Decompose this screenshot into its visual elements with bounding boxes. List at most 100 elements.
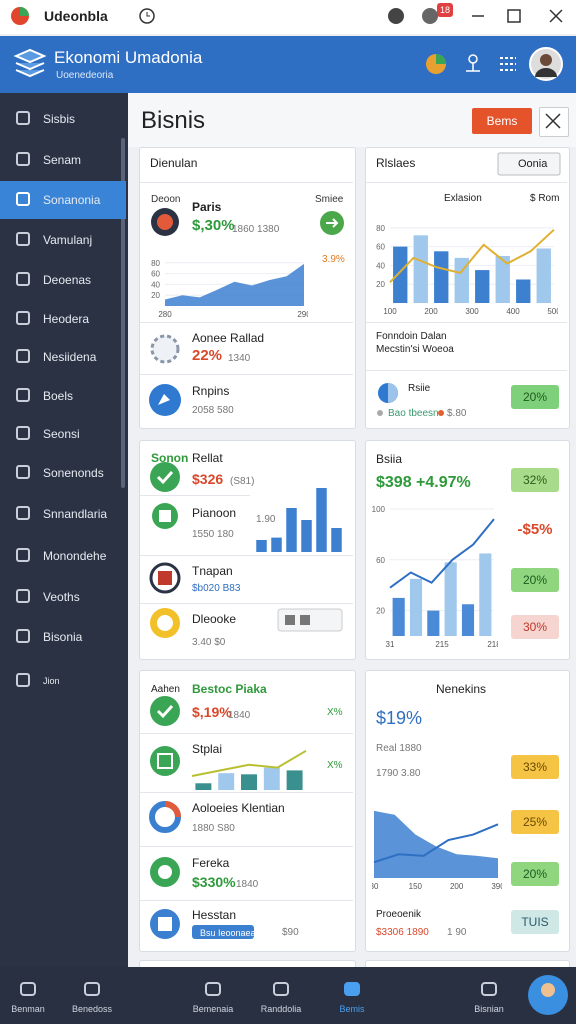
row-meta: 1840	[236, 879, 259, 890]
row-label: Deoon	[151, 194, 181, 205]
bar	[434, 251, 449, 303]
card-meta: 1790 3.80	[376, 768, 421, 779]
sidebar-item[interactable]: Seonsi	[43, 427, 80, 441]
sidebar-item[interactable]: Deoenas	[43, 273, 92, 287]
divider	[140, 900, 353, 901]
mini-chart: 30 150 200 390	[372, 810, 502, 891]
badge: 20%	[511, 568, 559, 592]
row-name: Aonee Rallad	[192, 331, 265, 345]
y-tick-label: 40	[376, 261, 385, 270]
bar	[413, 235, 428, 303]
mini-chart: 20 40 60 80 100 200 300 400 500	[376, 224, 558, 316]
bar	[454, 257, 469, 303]
sidebar-item[interactable]: Monondehe	[43, 549, 107, 563]
badge: 20%	[511, 862, 559, 886]
bar	[256, 540, 267, 552]
app-title: Ekonomi Umadonia	[54, 48, 203, 67]
sidebar-item[interactable]: Vamulanj	[43, 233, 93, 247]
row-name: Paris	[192, 200, 222, 214]
x-tick-label: 300	[465, 307, 479, 316]
bar	[461, 604, 475, 636]
app-header	[0, 36, 576, 93]
nav-item[interactable]: Benman	[11, 1004, 45, 1014]
sidebar-icon	[16, 629, 30, 643]
row-value: $3306 1890	[376, 927, 429, 938]
bar	[495, 256, 510, 303]
sidebar-icon	[16, 426, 30, 440]
sidebar-item[interactable]: Nesiidena	[43, 350, 97, 364]
bar	[393, 246, 408, 303]
x-tick-label: 100	[383, 307, 397, 316]
nav-icon	[481, 982, 497, 996]
row-value: $,30%	[192, 217, 235, 234]
mini-chart: 20 60 100 31 215 218	[372, 505, 498, 649]
row-meta: 1550 180	[192, 529, 234, 540]
card-title: Nenekins	[436, 682, 487, 696]
row-name: Bsiia	[376, 452, 403, 466]
row-meta: 1 90	[447, 927, 467, 938]
row-meta: 1880 S80	[192, 823, 235, 834]
bar	[301, 520, 312, 552]
sidebar-item[interactable]: Heodera	[43, 312, 90, 326]
bar	[536, 248, 551, 303]
divider	[140, 792, 353, 793]
divider	[366, 322, 567, 323]
area	[374, 810, 498, 878]
row-meta: 2058 580	[192, 405, 234, 416]
row-value: $398 +4.97%	[376, 474, 471, 491]
divider	[140, 733, 353, 734]
x-tick-label: 280	[158, 310, 172, 319]
nav-item[interactable]: Bisnian	[474, 1004, 504, 1014]
sidebar-item[interactable]: Snnandlaria	[43, 507, 108, 521]
sidebar-item[interactable]: Bisonia	[43, 630, 83, 644]
mini-chart	[191, 749, 307, 790]
sidebar-item[interactable]: Boels	[43, 389, 74, 403]
bar	[331, 528, 342, 552]
card-value: $19%	[376, 708, 423, 728]
sidebar-item[interactable]: Sisbis	[43, 112, 76, 126]
y-tick-label: 40	[151, 280, 160, 289]
badge: 20%	[511, 385, 559, 409]
row-name: Hesstan	[192, 908, 237, 922]
nav-item[interactable]: Bemenaia	[192, 1004, 234, 1014]
bar	[286, 770, 303, 790]
sidebar-item[interactable]: Sonanonia	[43, 193, 101, 207]
sidebar-item[interactable]: Sonenonds	[43, 466, 104, 480]
nav-icon	[20, 982, 36, 996]
line	[389, 518, 495, 589]
bar	[475, 270, 490, 303]
row-name: Fereka	[192, 856, 230, 870]
sidebar-item[interactable]: Senam	[43, 153, 82, 167]
title-bar	[0, 0, 576, 34]
card-button[interactable]: Oonia	[518, 158, 548, 170]
sidebar-item[interactable]: Veoths	[43, 590, 80, 604]
line	[191, 749, 307, 777]
row-value: $.80	[447, 408, 467, 419]
x-tick-label: 500	[547, 307, 558, 316]
sidebar-item[interactable]: Jion	[43, 676, 60, 686]
bar	[263, 767, 280, 790]
page-title: Bisnis	[141, 107, 206, 134]
bar	[427, 610, 440, 636]
nav-item[interactable]: Benedoss	[71, 1004, 113, 1014]
badge: 32%	[511, 468, 559, 492]
row-label: Sonon	[151, 451, 189, 465]
row-value: $330%	[192, 874, 236, 890]
nav-item[interactable]: Randdolia	[260, 1004, 302, 1014]
sidebar-active	[0, 181, 126, 219]
bar	[409, 578, 423, 636]
x-tick-label: 215	[435, 640, 449, 649]
sidebar	[0, 93, 128, 967]
nav-item[interactable]: Bemis	[339, 1004, 365, 1014]
bar	[195, 783, 212, 790]
y-tick-label: 60	[376, 556, 385, 565]
action-button[interactable]: Bems	[472, 108, 532, 134]
x-tick-label: 150	[409, 882, 423, 891]
row-name: Rnpins	[192, 384, 230, 398]
row-name: Stplai	[192, 742, 223, 756]
x-tick-label: 30	[372, 882, 379, 891]
sidebar-icon	[16, 311, 30, 325]
bar	[241, 774, 257, 790]
row-name: Dleooke	[192, 612, 237, 626]
